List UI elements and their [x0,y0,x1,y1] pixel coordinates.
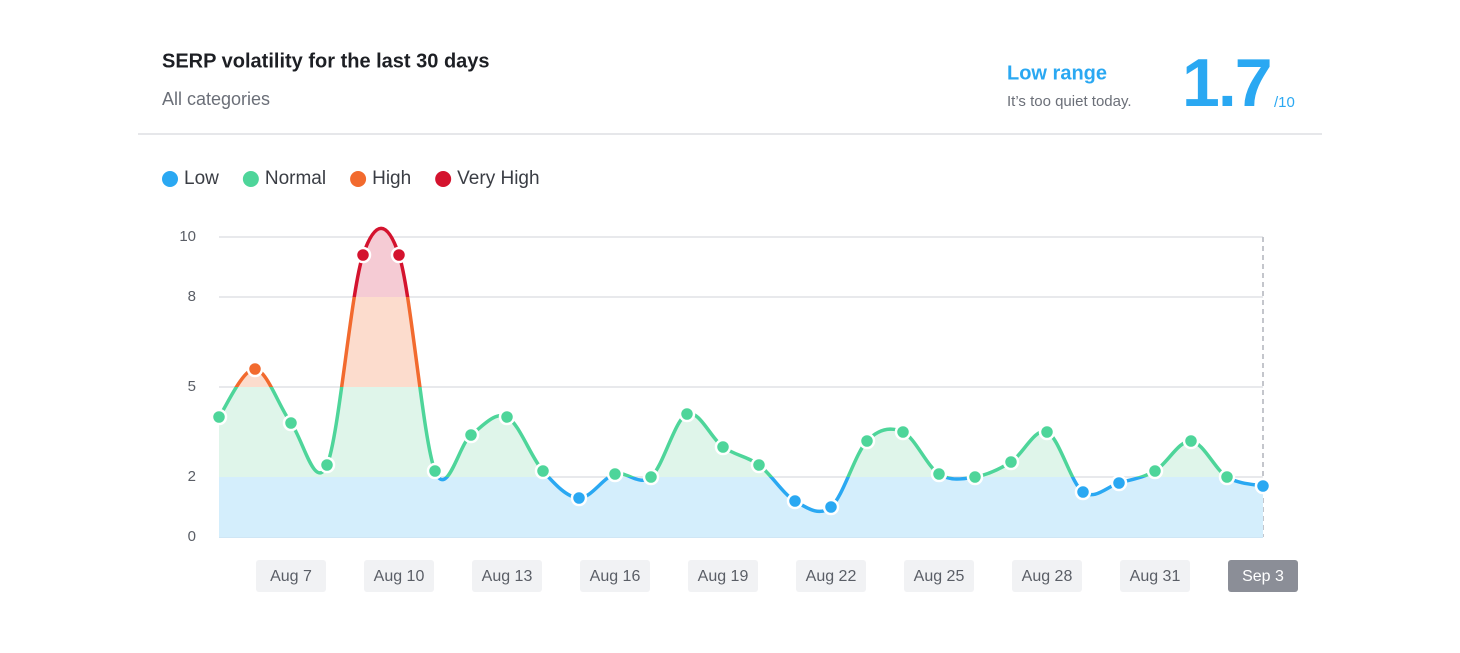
line [217,387,1231,477]
point [930,465,948,483]
x-tick-label: Aug 7 [270,568,312,585]
x-tick-badge [1120,560,1190,592]
point [534,462,552,480]
x-tick-badge [364,560,434,592]
point [1218,468,1236,486]
point [1038,423,1056,441]
point [966,468,984,486]
point [426,462,444,480]
point [1182,432,1200,450]
x-tick-label: Aug 25 [914,568,965,585]
area-band [219,477,1263,537]
legend-label: Low [184,168,219,189]
y-tick-label: 2 [188,468,196,485]
y-tick-label: 0 [188,528,196,545]
x-tick-label: Aug 16 [590,568,641,585]
summary-scale: /10 [1274,94,1295,111]
point [1074,483,1092,501]
area-band [219,387,1227,477]
x-tick-label: Aug 10 [374,568,425,585]
legend-swatch [435,171,452,187]
x-tick-label: Aug 31 [1130,568,1181,585]
legend-swatch [242,171,259,187]
chart-title: SERP volatility for the last 30 days [162,50,490,72]
legend-swatch [350,171,367,187]
summary-value: 1.7 [1182,45,1271,121]
y-tick-label: 5 [188,378,196,395]
point [462,426,480,444]
point [354,246,372,264]
area-band [236,297,420,387]
x-tick-label: Sep 3 [1242,568,1284,585]
point [606,465,624,483]
summary-note: It’s too quiet today. [1007,93,1132,110]
x-tick-label: Aug 13 [482,568,533,585]
x-tick-label: Aug 22 [806,568,857,585]
point [390,246,408,264]
point [498,408,516,426]
x-tick-label: Aug 19 [698,568,749,585]
summary-label: Low range [1007,62,1107,84]
point [1146,462,1164,480]
x-tick-badge [796,560,866,592]
x-tick-badge [904,560,974,592]
legend-label: Very High [457,168,539,189]
line [436,477,1264,514]
point [318,456,336,474]
legend-label: Normal [265,168,326,189]
point [210,408,228,426]
y-tick-label: 8 [188,288,196,305]
point [1110,474,1128,492]
y-tick-label: 10 [179,228,196,245]
point [570,489,588,507]
point [246,360,264,378]
point [750,456,768,474]
legend-swatch [162,171,178,187]
x-tick-badge [472,560,542,592]
x-tick-badge [1012,560,1082,592]
point [714,438,732,456]
x-tick-badge [256,560,326,592]
point [822,498,840,516]
chart-subtitle: All categories [162,89,270,109]
point [642,468,660,486]
point [858,432,876,450]
point [786,492,804,510]
x-tick-label: Aug 28 [1022,568,1073,585]
point [1254,477,1272,495]
point [894,423,912,441]
x-tick-badge [580,560,650,592]
point [1002,453,1020,471]
point [678,405,696,423]
x-tick-badge [688,560,758,592]
x-tick-badge [1228,560,1298,592]
point [282,414,300,432]
legend-label: High [372,168,411,189]
